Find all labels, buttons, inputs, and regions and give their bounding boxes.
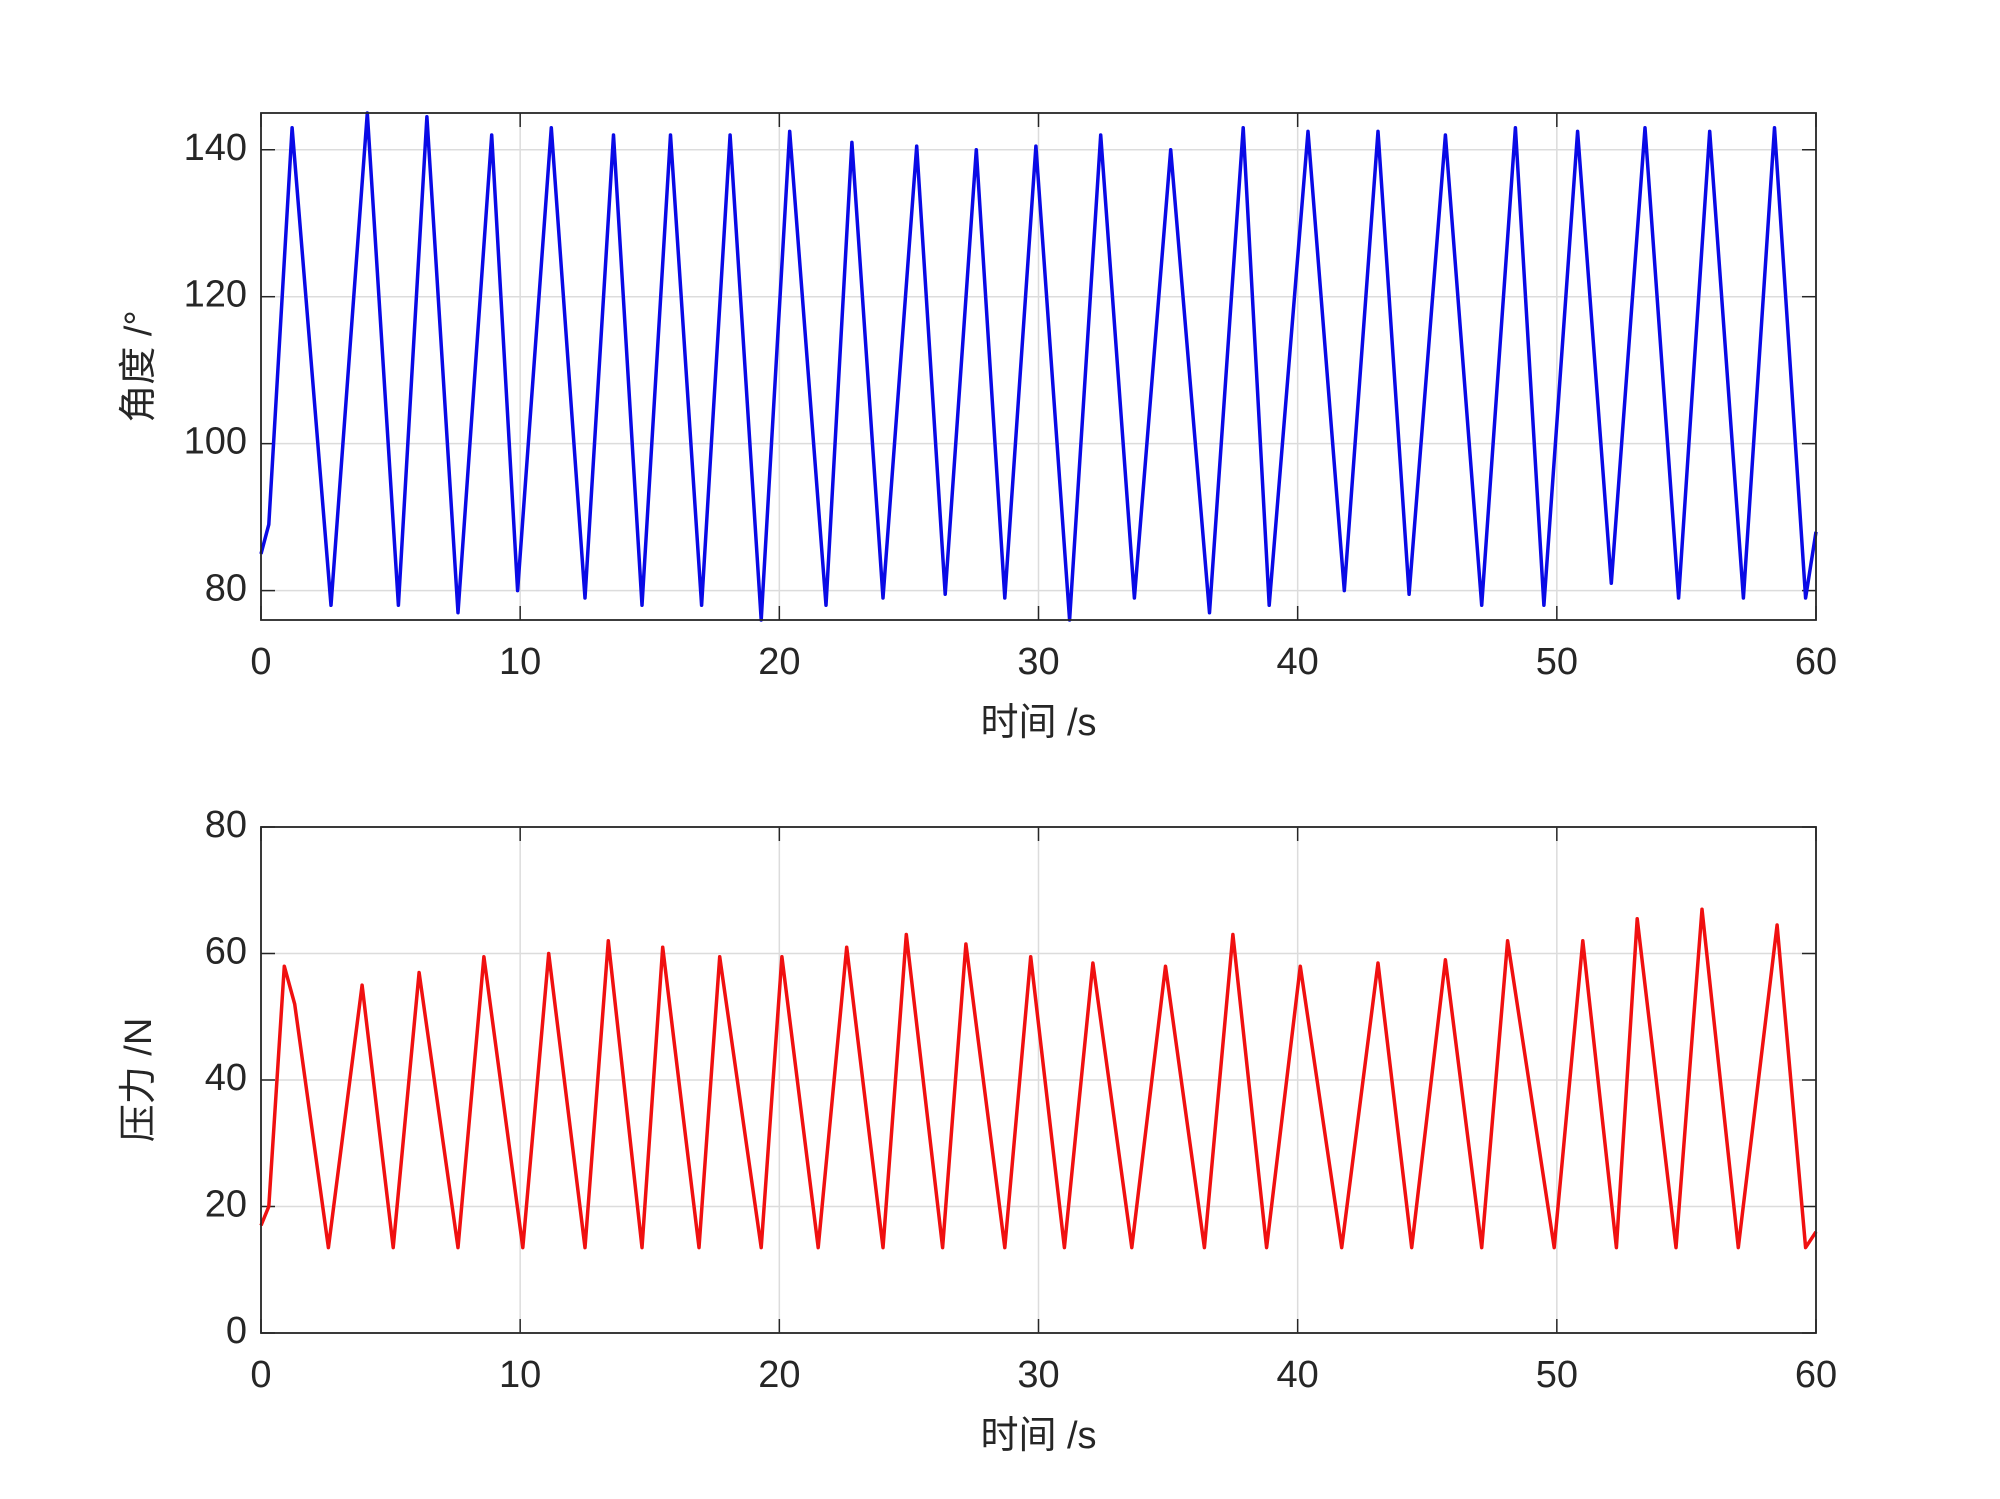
x-tick-label: 40	[1277, 641, 1319, 683]
axes-box	[260, 112, 1817, 621]
x-tick-label: 50	[1536, 641, 1578, 683]
y-axis-label: 压力 /N	[118, 1018, 160, 1143]
x-tick-label: 0	[250, 1354, 271, 1396]
y-tick-label: 40	[205, 1057, 247, 1099]
x-tick-label: 10	[499, 641, 541, 683]
x-tick-label: 0	[250, 641, 271, 683]
data-line	[259, 111, 1818, 622]
y-axis-label: 角度 /°	[118, 310, 160, 422]
y-tick-label: 60	[205, 931, 247, 973]
y-tick-label: 0	[226, 1310, 247, 1352]
x-tick-label: 20	[758, 641, 800, 683]
x-axis-label: 时间 /s	[980, 702, 1096, 744]
x-tick-label: 50	[1536, 1354, 1578, 1396]
axes-box	[260, 826, 1817, 1334]
y-tick-label: 120	[184, 274, 247, 316]
data-line	[259, 907, 1818, 1250]
x-tick-label: 30	[1017, 641, 1059, 683]
x-tick-label: 30	[1017, 1354, 1059, 1396]
x-tick-label: 60	[1795, 641, 1837, 683]
y-tick-label: 80	[205, 804, 247, 846]
x-tick-label: 40	[1277, 1354, 1319, 1396]
y-tick-label: 140	[184, 127, 247, 169]
y-tick-label: 100	[184, 421, 247, 463]
x-axis-label: 时间 /s	[980, 1415, 1096, 1457]
x-tick-label: 20	[758, 1354, 800, 1396]
y-tick-label: 20	[205, 1184, 247, 1226]
x-tick-label: 60	[1795, 1354, 1837, 1396]
x-tick-label: 10	[499, 1354, 541, 1396]
y-tick-label: 80	[205, 568, 247, 610]
